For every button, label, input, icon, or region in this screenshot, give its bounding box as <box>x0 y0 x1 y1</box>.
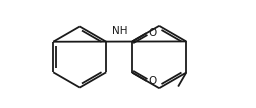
Text: O: O <box>148 76 156 86</box>
Text: O: O <box>148 28 156 38</box>
Text: NH: NH <box>112 26 127 36</box>
